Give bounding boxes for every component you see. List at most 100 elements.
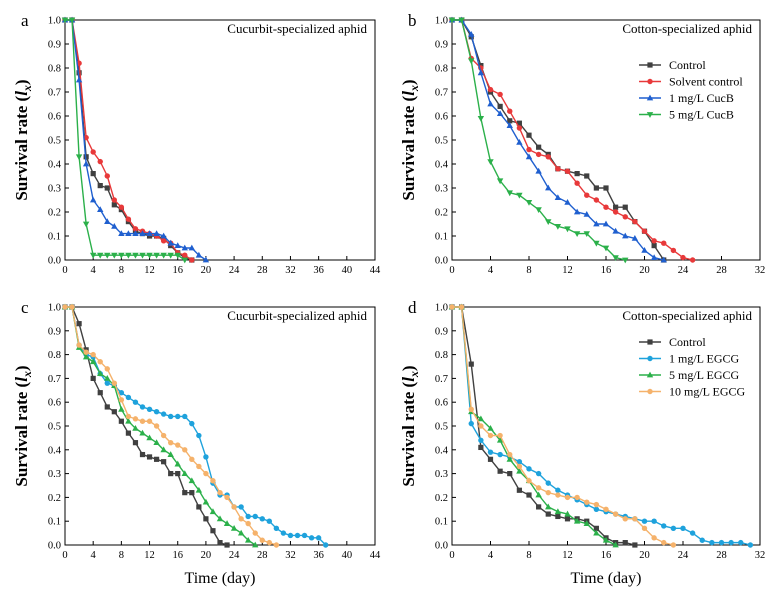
data-point: [280, 530, 287, 536]
x-tick-label: 12: [562, 550, 573, 561]
data-point: [259, 537, 265, 543]
data-point: [468, 406, 474, 413]
data-point: [139, 418, 146, 424]
y-tick-label: 0.3: [48, 184, 61, 195]
y-tick-label: 1.0: [48, 16, 61, 27]
x-tick-label: 20: [639, 265, 650, 276]
y-tick-label: 0.0: [48, 256, 61, 267]
data-point: [602, 536, 610, 543]
data-point: [507, 108, 513, 114]
y-tick-label: 0.8: [48, 350, 61, 361]
data-point: [153, 409, 160, 415]
data-point: [650, 254, 658, 260]
data-point: [641, 525, 648, 532]
y-tick-label: 0.4: [435, 160, 449, 171]
y-tick-label: 0.6: [48, 112, 61, 123]
data-point: [132, 252, 139, 259]
x-tick-label: 20: [639, 550, 650, 561]
series-10-mg-l-egcg: [62, 304, 280, 548]
data-point: [160, 446, 167, 453]
y-tick-label: 0.2: [48, 208, 61, 219]
data-point: [526, 478, 532, 484]
data-point: [90, 375, 96, 381]
legend-swatch-marker: [647, 355, 653, 362]
legend-swatch-marker: [646, 371, 654, 378]
data-point: [209, 508, 217, 515]
data-point: [83, 349, 89, 355]
data-point: [525, 200, 533, 206]
data-point: [622, 540, 628, 546]
x-tick-label: 36: [313, 550, 324, 561]
data-point: [516, 139, 523, 145]
data-point: [224, 542, 230, 548]
y-tick-label: 0.9: [48, 40, 61, 51]
data-point: [506, 122, 513, 128]
data-point: [125, 230, 132, 236]
panel-title: Cotton-specialized aphid: [622, 308, 752, 323]
y-tick-label: 1.0: [435, 16, 448, 27]
data-point: [468, 420, 474, 427]
data-point: [104, 185, 110, 191]
data-point: [132, 424, 139, 431]
series-line-control: [65, 306, 228, 546]
data-point: [612, 209, 619, 215]
panel-label: c: [21, 298, 29, 317]
data-point: [203, 516, 209, 522]
data-point: [322, 542, 329, 548]
data-point: [622, 257, 629, 264]
data-point: [641, 228, 648, 234]
series-line-5-mg-l-egcg: [65, 306, 256, 546]
x-tick-label: 24: [678, 265, 689, 276]
series-1-mg-l-egcg: [62, 304, 329, 548]
data-point: [487, 159, 494, 165]
data-point: [104, 375, 111, 381]
data-point: [747, 542, 754, 548]
data-point: [555, 487, 561, 493]
data-point: [182, 490, 188, 496]
data-point: [125, 430, 132, 436]
data-point: [535, 485, 542, 491]
data-point: [111, 197, 118, 203]
x-tick-label: 8: [526, 265, 531, 276]
data-point: [709, 539, 715, 546]
data-point: [583, 520, 590, 526]
data-point: [651, 238, 657, 244]
x-tick-label: 20: [201, 265, 212, 276]
data-point: [196, 432, 202, 439]
data-point: [487, 424, 494, 431]
data-point: [308, 535, 315, 541]
data-point: [160, 232, 167, 239]
data-point: [660, 256, 667, 263]
y-tick-label: 1.0: [435, 303, 448, 314]
x-tick-label: 28: [257, 550, 268, 561]
x-axis-label: Time (day): [185, 570, 256, 587]
data-point: [97, 390, 103, 396]
data-point: [167, 252, 174, 259]
panel-b: 0.0 0.1 0.2 0.3 0.4 0.5 0.6 0.7 0.8 0.9 1.0 0 4 8 12 16…: [399, 11, 765, 276]
legend: Control Solvent control 1 mg/L CucB 5 mg/L …: [639, 58, 743, 122]
data-point: [574, 494, 580, 501]
legend-item-control: Control: [639, 335, 706, 349]
x-tick-label: 28: [716, 550, 727, 561]
legend-item-solvent-control: Solvent control: [639, 75, 743, 89]
data-point: [536, 144, 542, 150]
x-tick-label: 24: [678, 550, 689, 561]
data-point: [680, 525, 686, 532]
data-point: [535, 207, 542, 213]
data-point: [603, 506, 609, 512]
data-point: [689, 530, 696, 536]
x-tick-label: 4: [91, 265, 97, 276]
data-point: [118, 230, 125, 236]
data-point: [661, 240, 667, 246]
data-point: [153, 423, 160, 429]
data-point: [516, 125, 523, 131]
data-point: [573, 517, 581, 524]
data-point: [69, 304, 75, 310]
data-point: [181, 244, 188, 251]
legend: Control 1 mg/L EGCG 5 mg/L EGCG 10 mg/L EGC…: [639, 335, 746, 399]
data-point: [189, 490, 195, 496]
data-point: [175, 442, 181, 448]
legend-label: Control: [669, 335, 706, 349]
series-5-mg-l-egcg: [448, 303, 619, 548]
